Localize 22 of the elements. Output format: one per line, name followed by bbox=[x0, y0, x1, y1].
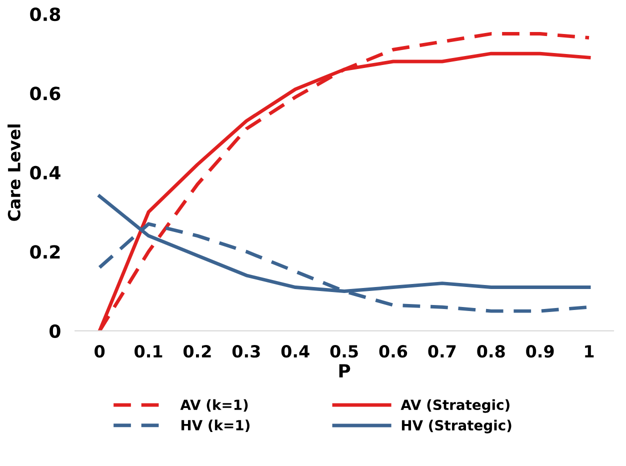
y-tick-label: 0.8 bbox=[30, 7, 60, 22]
x-tick-label: 1 bbox=[585, 345, 594, 358]
y-axis-title: Care Level bbox=[8, 124, 20, 221]
x-tick-label: 0.3 bbox=[232, 345, 260, 358]
y-tick-label: 0.4 bbox=[30, 166, 60, 180]
y-tick-label: 0 bbox=[50, 324, 60, 338]
legend-label: HV (k=1) bbox=[182, 420, 250, 432]
x-axis-title: P bbox=[339, 364, 350, 378]
y-tick-label: 0.6 bbox=[30, 86, 60, 100]
x-tick-label: 0.9 bbox=[526, 345, 554, 358]
x-tick-label: 0.8 bbox=[477, 345, 505, 358]
x-tick-label: 0.7 bbox=[428, 345, 456, 358]
y-tick-label: 0.2 bbox=[30, 245, 60, 259]
legend-label: HV (Strategic) bbox=[402, 420, 512, 434]
x-tick-label: 0.2 bbox=[184, 345, 211, 358]
x-tick-label: 0.1 bbox=[134, 345, 162, 358]
legend-label: AV (Strategic) bbox=[400, 399, 510, 413]
x-tick-label: 0.6 bbox=[379, 345, 408, 358]
x-tick-label: 0.5 bbox=[330, 345, 358, 358]
legend-label: AV (k=1) bbox=[180, 399, 248, 412]
x-tick-label: 0 bbox=[94, 345, 105, 358]
x-tick-label: 0.4 bbox=[281, 345, 310, 358]
